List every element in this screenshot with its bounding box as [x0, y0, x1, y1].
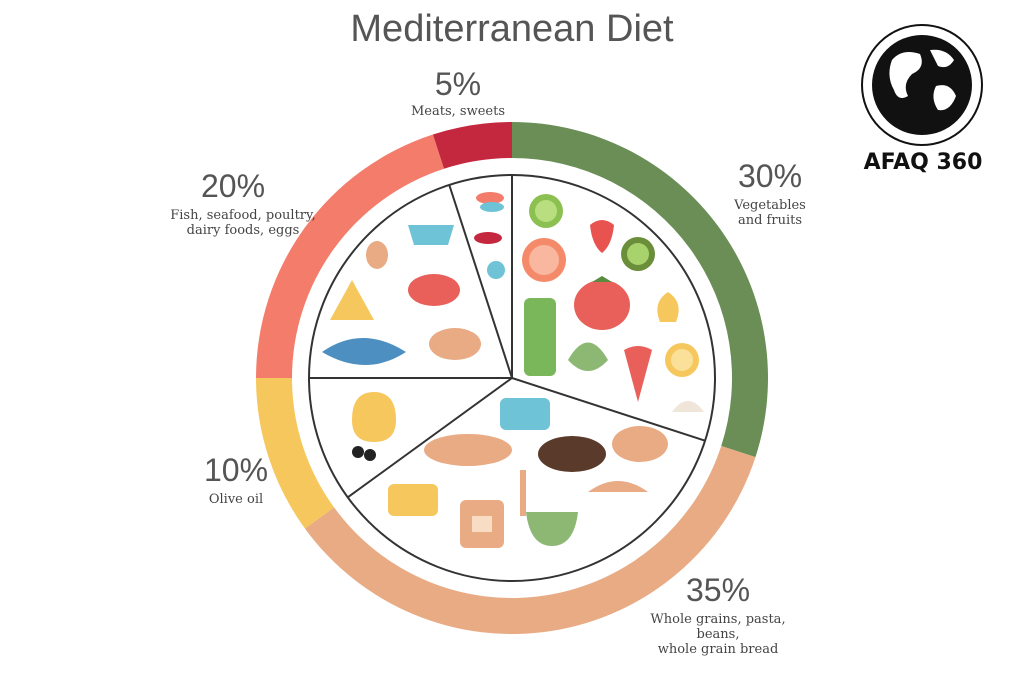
plate-divider-whole-grains [511, 377, 706, 442]
round-bread-icon [612, 426, 668, 462]
brand-name: AFAQ 360 [863, 150, 983, 175]
sausage-icon [474, 232, 502, 244]
ring-slice-whole-grains [304, 445, 756, 634]
outer-ring [256, 122, 768, 634]
tomato-icon [574, 280, 630, 330]
pct-meats-sweets: 5% [434, 66, 482, 102]
cheese-icon [330, 280, 374, 320]
plate-divider-meats-sweets [448, 184, 513, 379]
asparagus-icon [524, 298, 556, 376]
egg-icon [366, 241, 388, 269]
ring-slice-olive-oil [256, 378, 335, 529]
label-fish-dairy: Fish, seafood, poultry, dairy foods, egg… [170, 208, 316, 238]
carrot-icon [624, 346, 652, 402]
croissant-icon [588, 481, 648, 492]
grain-bowl-icon [526, 512, 578, 546]
pear-icon [657, 292, 679, 322]
porridge-bowl-icon [388, 484, 438, 516]
label-vegetables-fruits: Vegetables and fruits [734, 198, 806, 228]
olive-icon [352, 446, 364, 458]
pct-olive-oil: 10% [203, 452, 269, 488]
plate-divider-olive-oil [347, 377, 513, 499]
ring-slice-fish-dairy [256, 134, 445, 378]
label-whole-grains: Whole grains, pasta, beans, whole grain … [650, 612, 786, 657]
pct-fish-dairy: 20% [200, 168, 266, 204]
label-olive-oil: Olive oil [208, 492, 264, 507]
pasta-bowl-icon [500, 398, 550, 430]
ring-slice-meats-sweets [432, 122, 512, 169]
crab-icon [408, 274, 460, 306]
pct-vegetables-fruits: 30% [737, 158, 803, 194]
dairy-bowl-icon [408, 225, 454, 245]
bread-loaf-icon [424, 434, 512, 466]
mushroom-icon [672, 401, 704, 412]
wheat-icon [520, 470, 526, 516]
strawberry-icon [590, 220, 614, 253]
pct-whole-grains: 35% [685, 572, 751, 608]
rye-bread-icon [538, 436, 606, 472]
label-meats-sweets: Meats, sweets [411, 104, 505, 119]
candy-icon [476, 192, 504, 204]
chicken-icon [429, 328, 481, 360]
food-illustrations [322, 192, 704, 548]
fish-icon [322, 338, 406, 365]
plate-dividers [309, 175, 706, 499]
chart-title: Mediterranean Diet [350, 8, 674, 50]
lollipop-icon [487, 261, 505, 279]
olive-oil-jar-icon [352, 392, 396, 442]
ring-slice-vegetables-fruits [512, 122, 768, 458]
artichoke-icon [568, 342, 608, 371]
